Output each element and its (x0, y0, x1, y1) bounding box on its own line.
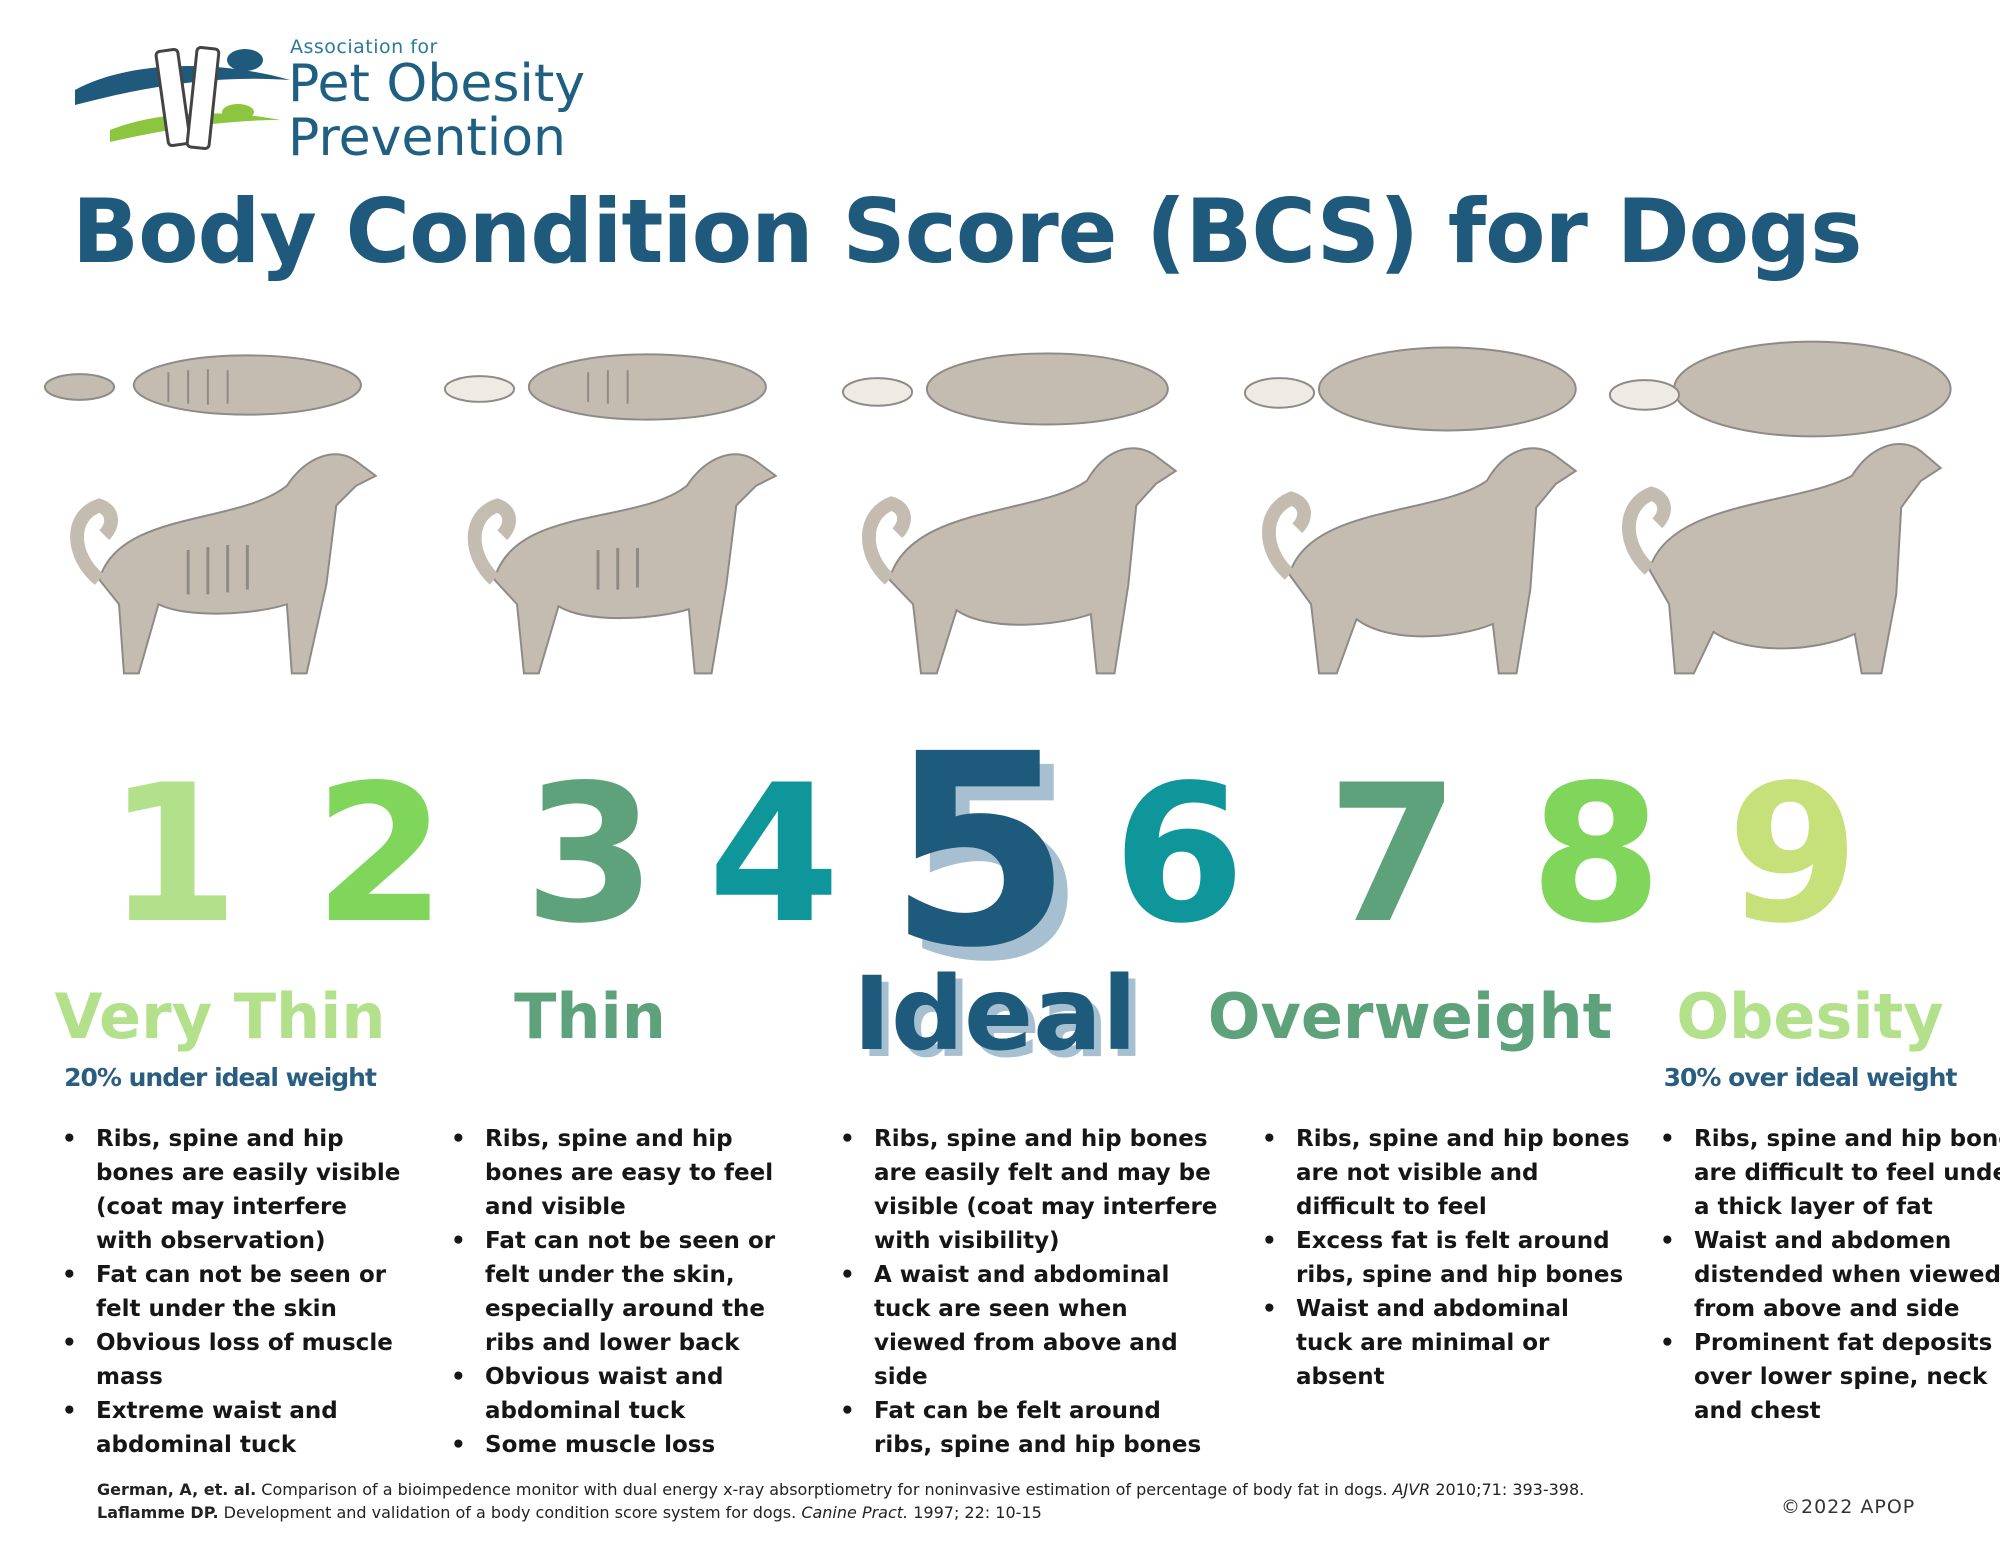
category-very-thin-sub: 20% under ideal weight (64, 1063, 377, 1092)
score-2: 2 (313, 744, 447, 965)
list-item: Waist and abdominal tuck are minimal or … (1262, 1292, 1631, 1394)
score-6: 6 (1112, 744, 1246, 965)
list-item: A waist and abdominal tuck are seen when… (840, 1258, 1219, 1394)
list-item: Fat can not be seen or felt under the sk… (62, 1258, 406, 1326)
score-5: 5 (887, 698, 1073, 1006)
logo-name-line2: Prevention (288, 108, 567, 168)
logo-tagline: Association for (290, 36, 438, 58)
list-item: Ribs, spine and hip bones are easily vis… (62, 1122, 406, 1258)
list-item: Ribs, spine and hip bones are easily fel… (840, 1122, 1219, 1258)
apop-logo (75, 46, 290, 150)
reference-2: Laflamme DP. Development and validation … (97, 1503, 1042, 1522)
bullets-ideal: Ribs, spine and hip bones are easily fel… (836, 1122, 1219, 1462)
list-item: Extreme waist and abdominal tuck (62, 1394, 406, 1462)
dog-icon (1608, 340, 1952, 675)
score-4: 4 (707, 744, 841, 965)
category-obesity-sub: 30% over ideal weight (1663, 1063, 1958, 1092)
dog-icon (43, 354, 378, 675)
list-item: Ribs, spine and hip bones are easy to fe… (451, 1122, 795, 1224)
bullets-very-thin: Ribs, spine and hip bones are easily vis… (58, 1122, 406, 1462)
category-thin: Thin (514, 980, 666, 1053)
reference-1: German, A, et. al. Comparison of a bioim… (97, 1480, 1585, 1499)
list-item: Excess fat is felt around ribs, spine an… (1262, 1224, 1631, 1292)
logo-name-line1: Pet Obesity (288, 54, 586, 114)
copyright: ©2022 APOP (1781, 1496, 1916, 1518)
dog-illustration-obesity (1600, 335, 1995, 755)
page-title: Body Condition Score (BCS) for Dogs (72, 180, 1862, 283)
score-3: 3 (523, 744, 657, 965)
dog-icon (443, 353, 778, 675)
category-obesity: Obesity (1676, 980, 1944, 1053)
dog-illustration-overweight (1240, 335, 1635, 755)
score-8: 8 (1529, 744, 1663, 965)
bullets-obesity: Ribs, spine and hip bones are difficult … (1656, 1122, 2000, 1428)
list-item: Fat can be felt around ribs, spine and h… (840, 1394, 1219, 1462)
list-item: Waist and abdomen distended when viewed … (1660, 1224, 2000, 1326)
dog-icon (1243, 346, 1578, 675)
score-7: 7 (1326, 744, 1460, 965)
list-item: Ribs, spine and hip bones are difficult … (1660, 1122, 2000, 1224)
bullets-overweight: Ribs, spine and hip bones are not visibl… (1258, 1122, 1631, 1394)
bullets-thin: Ribs, spine and hip bones are easy to fe… (447, 1122, 795, 1462)
list-item: Ribs, spine and hip bones are not visibl… (1262, 1122, 1631, 1224)
dog-illustration-very-thin (40, 335, 435, 755)
list-item: Fat can not be seen or felt under the sk… (451, 1224, 795, 1360)
dog-icon (841, 352, 1178, 675)
category-very-thin: Very Thin (54, 980, 386, 1053)
list-item: Obvious loss of muscle mass (62, 1326, 406, 1394)
score-1: 1 (106, 744, 240, 965)
dog-illustration-ideal (840, 335, 1235, 755)
list-item: Some muscle loss (451, 1428, 795, 1462)
dog-illustration-thin (440, 335, 835, 755)
category-overweight: Overweight (1207, 980, 1613, 1053)
list-item: Prominent fat deposits over lower spine,… (1660, 1326, 2000, 1428)
category-ideal: Ideal (853, 955, 1137, 1074)
score-9: 9 (1726, 744, 1860, 965)
list-item: Obvious waist and abdominal tuck (451, 1360, 795, 1428)
